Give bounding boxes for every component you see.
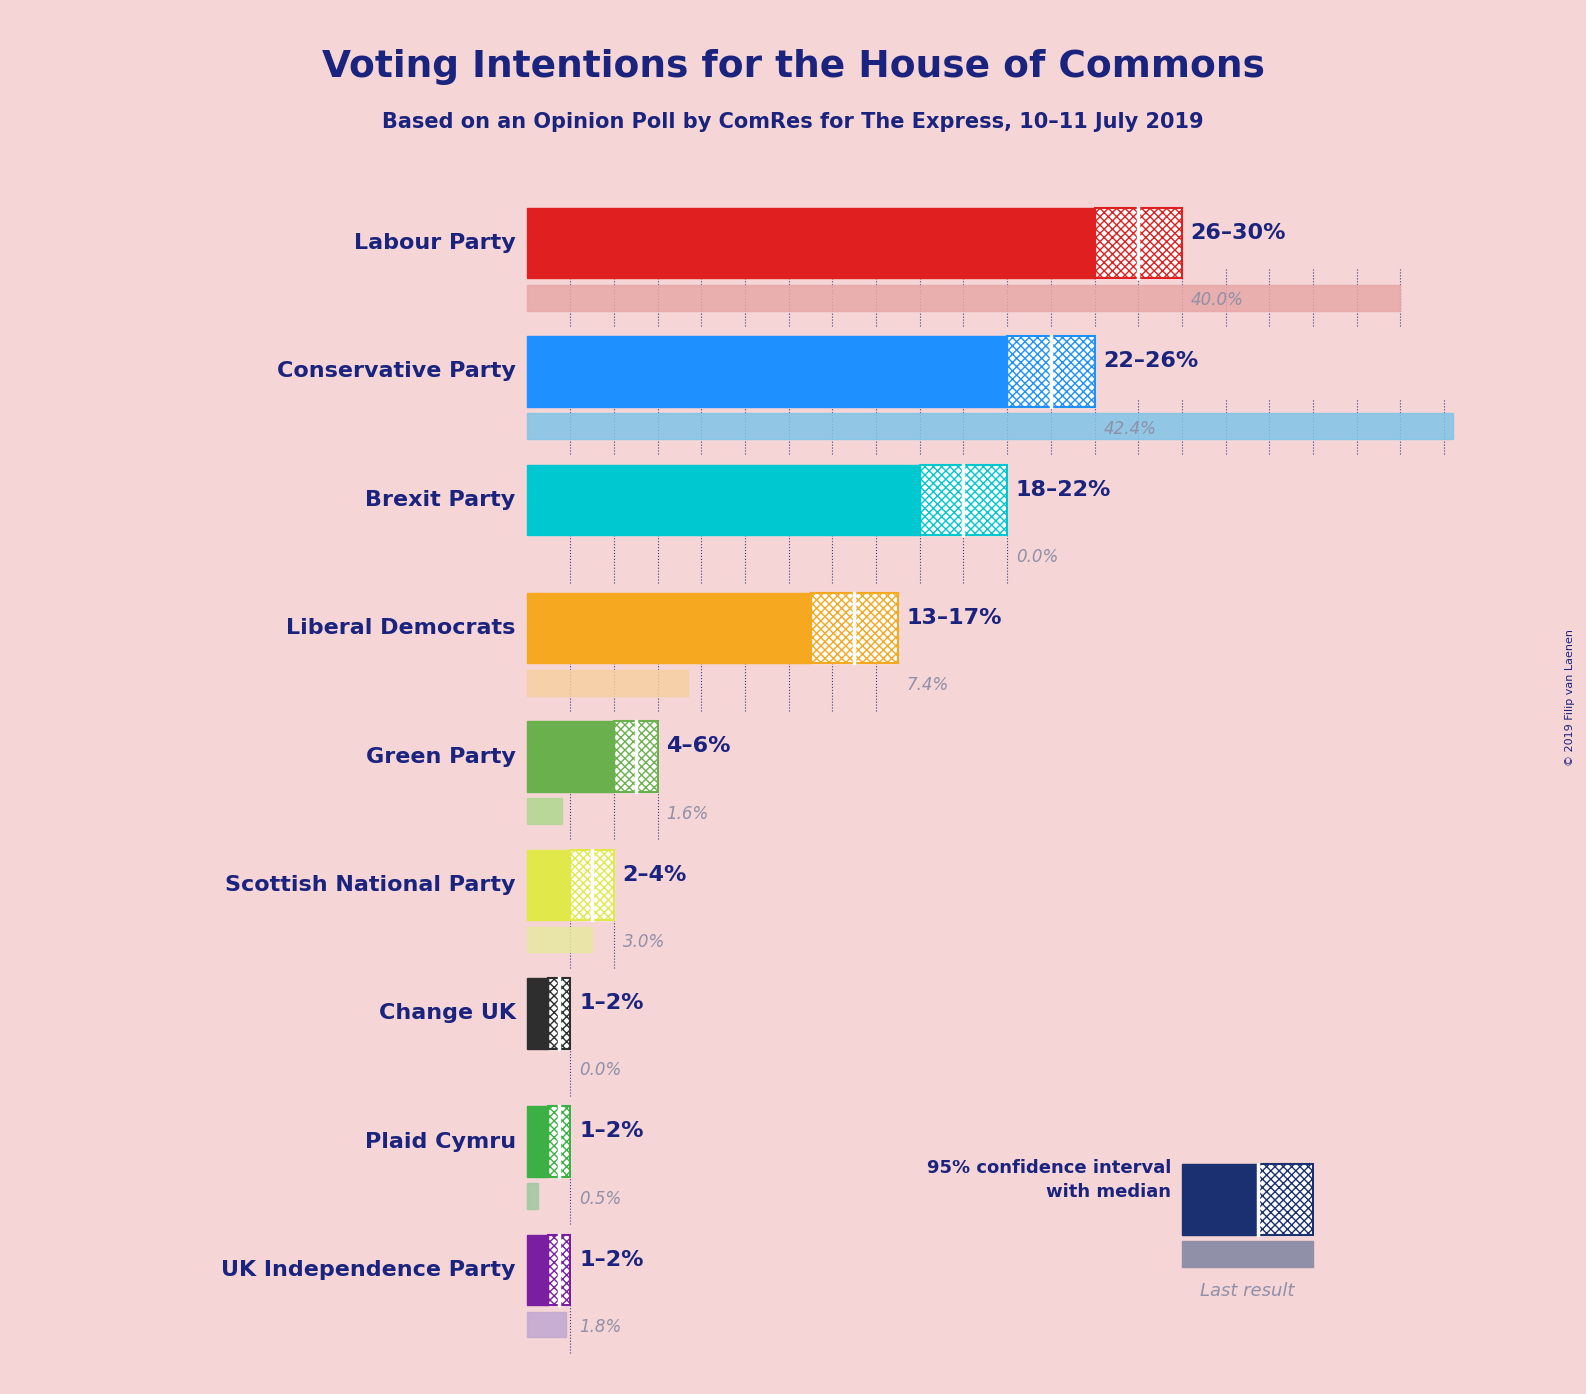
Text: 1–2%: 1–2% bbox=[579, 1249, 644, 1270]
Bar bbox=[549, 1107, 571, 1177]
Bar bbox=[527, 912, 614, 967]
Bar bbox=[527, 849, 571, 920]
Text: 2–4%: 2–4% bbox=[623, 864, 687, 885]
Text: 18–22%: 18–22% bbox=[1017, 480, 1112, 499]
Bar bbox=[527, 721, 614, 792]
Bar bbox=[614, 721, 658, 792]
Bar bbox=[1094, 208, 1182, 279]
Bar bbox=[527, 655, 898, 711]
Bar bbox=[1007, 336, 1094, 407]
Bar bbox=[527, 592, 810, 664]
Text: Last result: Last result bbox=[1201, 1282, 1294, 1301]
Bar bbox=[614, 721, 658, 792]
Bar bbox=[549, 1235, 571, 1305]
Text: Labour Party: Labour Party bbox=[354, 233, 515, 254]
Bar bbox=[1007, 336, 1094, 407]
Bar bbox=[527, 849, 571, 920]
Text: 3.0%: 3.0% bbox=[623, 933, 665, 951]
Bar bbox=[549, 1235, 571, 1305]
Text: Plaid Cymru: Plaid Cymru bbox=[365, 1132, 515, 1151]
Bar bbox=[527, 979, 549, 1048]
Text: Scottish National Party: Scottish National Party bbox=[225, 875, 515, 895]
Bar bbox=[1182, 1164, 1258, 1235]
Bar bbox=[527, 1168, 571, 1224]
Text: Change UK: Change UK bbox=[379, 1004, 515, 1023]
Text: Brexit Party: Brexit Party bbox=[365, 489, 515, 510]
Text: 1–2%: 1–2% bbox=[579, 993, 644, 1013]
Bar bbox=[549, 1107, 571, 1177]
Text: 42.4%: 42.4% bbox=[1104, 420, 1156, 438]
Text: 7.4%: 7.4% bbox=[907, 676, 948, 694]
Text: 1–2%: 1–2% bbox=[579, 1121, 644, 1142]
Bar bbox=[549, 1107, 571, 1177]
Text: Voting Intentions for the House of Commons: Voting Intentions for the House of Commo… bbox=[322, 49, 1264, 85]
Text: 0.5%: 0.5% bbox=[579, 1189, 622, 1207]
Bar bbox=[527, 526, 1007, 583]
Text: 13–17%: 13–17% bbox=[907, 608, 1002, 627]
Text: 4–6%: 4–6% bbox=[666, 736, 731, 757]
Bar bbox=[527, 284, 1400, 311]
Text: UK Independence Party: UK Independence Party bbox=[220, 1260, 515, 1280]
Bar bbox=[527, 979, 549, 1048]
Bar bbox=[1007, 336, 1094, 407]
Bar bbox=[527, 1296, 571, 1352]
Bar bbox=[527, 208, 1094, 279]
Text: Based on an Opinion Poll by ComRes for The Express, 10–11 July 2019: Based on an Opinion Poll by ComRes for T… bbox=[382, 112, 1204, 131]
Bar bbox=[1258, 1164, 1313, 1235]
Text: Green Party: Green Party bbox=[366, 747, 515, 767]
Bar bbox=[527, 1184, 538, 1209]
Text: 40.0%: 40.0% bbox=[1191, 291, 1243, 309]
Bar bbox=[1258, 1164, 1313, 1235]
Text: 22–26%: 22–26% bbox=[1104, 351, 1199, 371]
Bar bbox=[549, 979, 571, 1048]
Bar bbox=[527, 799, 561, 824]
Text: 1.6%: 1.6% bbox=[666, 804, 709, 822]
Bar bbox=[527, 269, 1400, 326]
Bar bbox=[549, 1235, 571, 1305]
Bar bbox=[549, 979, 571, 1048]
Bar bbox=[527, 783, 658, 839]
Bar bbox=[810, 592, 898, 664]
Bar bbox=[571, 849, 614, 920]
Text: 0.0%: 0.0% bbox=[579, 1061, 622, 1079]
Bar bbox=[920, 464, 1007, 535]
Bar bbox=[1094, 208, 1182, 279]
Bar bbox=[527, 1107, 549, 1177]
Text: 1.8%: 1.8% bbox=[579, 1317, 622, 1335]
Bar bbox=[527, 336, 1007, 407]
Text: Liberal Democrats: Liberal Democrats bbox=[287, 618, 515, 638]
Bar bbox=[571, 849, 614, 920]
Bar bbox=[527, 1107, 549, 1177]
Bar bbox=[527, 413, 1453, 439]
Bar bbox=[527, 671, 688, 696]
Bar bbox=[614, 721, 658, 792]
Bar bbox=[527, 1312, 566, 1337]
Bar bbox=[527, 1235, 549, 1305]
Bar bbox=[527, 1235, 549, 1305]
Text: 0.0%: 0.0% bbox=[1017, 548, 1058, 566]
Bar bbox=[571, 849, 614, 920]
Bar bbox=[527, 1040, 571, 1096]
Bar bbox=[527, 592, 810, 664]
Bar bbox=[1094, 208, 1182, 279]
Bar bbox=[549, 979, 571, 1048]
Bar bbox=[527, 721, 614, 792]
Text: Conservative Party: Conservative Party bbox=[278, 361, 515, 382]
Bar bbox=[1182, 1241, 1313, 1267]
Text: 95% confidence interval
with median: 95% confidence interval with median bbox=[926, 1160, 1170, 1200]
Bar bbox=[1258, 1164, 1313, 1235]
Bar bbox=[810, 592, 898, 664]
Bar bbox=[527, 464, 920, 535]
Bar bbox=[527, 336, 1007, 407]
Bar bbox=[920, 464, 1007, 535]
Bar bbox=[527, 208, 1094, 279]
Bar bbox=[527, 397, 1453, 454]
Bar bbox=[810, 592, 898, 664]
Text: © 2019 Filip van Laenen: © 2019 Filip van Laenen bbox=[1565, 629, 1575, 765]
Bar bbox=[527, 927, 592, 952]
Bar bbox=[527, 464, 920, 535]
Text: 26–30%: 26–30% bbox=[1191, 223, 1286, 243]
Bar bbox=[920, 464, 1007, 535]
